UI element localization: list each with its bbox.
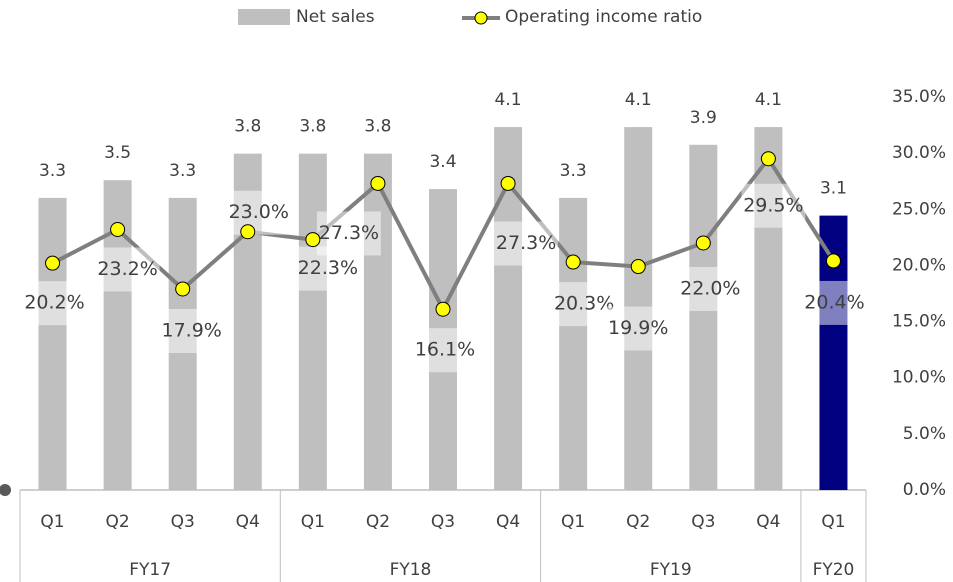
line-marker — [45, 255, 61, 271]
y2-tick-label: 20.0% — [892, 255, 946, 275]
line-value-label: 16.1% — [415, 339, 475, 361]
bar-value-label: 3.3 — [39, 161, 66, 181]
decoration — [0, 484, 11, 496]
group-label: FY18 — [390, 560, 432, 580]
group-label: FY17 — [129, 560, 171, 580]
y2-tick-label: 35.0% — [892, 87, 946, 107]
label-background — [741, 183, 806, 228]
y2-tick-label: 30.0% — [892, 143, 946, 163]
label-background — [606, 306, 671, 351]
line-value-label: 23.2% — [97, 258, 157, 280]
line-value-label: 27.3% — [319, 222, 379, 244]
bar-value-label: 3.8 — [299, 117, 326, 137]
label-background — [494, 221, 559, 266]
label-background — [413, 328, 477, 373]
bar — [363, 153, 392, 490]
bar — [559, 197, 588, 491]
bar-value-label: 3.3 — [169, 161, 196, 181]
bar-value-label: 4.1 — [495, 90, 522, 110]
line-marker — [630, 259, 646, 275]
x-tick-label: Q3 — [171, 512, 195, 532]
group-label: FY19 — [650, 560, 692, 580]
bar-value-label: 4.1 — [625, 90, 652, 110]
line-value-label: 29.5% — [743, 194, 803, 216]
label-background — [552, 282, 617, 327]
line-marker — [110, 221, 126, 237]
label-background — [22, 281, 87, 326]
bar-value-label: 3.1 — [820, 179, 847, 199]
bar — [298, 153, 327, 490]
x-tick-label: Q2 — [366, 512, 390, 532]
y2-tick-label: 15.0% — [892, 312, 946, 332]
line-value-label: 20.4% — [804, 291, 864, 313]
label-background — [678, 266, 743, 311]
label-background — [802, 280, 867, 325]
y2-tick-label: 5.0% — [903, 424, 946, 444]
line-marker — [760, 151, 776, 167]
x-tick-label: Q2 — [626, 512, 650, 532]
legend-label: Operating income ratio — [505, 7, 702, 27]
line-value-label: 27.3% — [496, 232, 556, 254]
line-value-label: 17.9% — [162, 320, 222, 342]
bar-value-label: 3.8 — [234, 117, 261, 137]
line-value-label: 23.0% — [229, 201, 289, 223]
x-tick-label: Q1 — [40, 512, 64, 532]
x-tick-label: Q2 — [106, 512, 130, 532]
label-background — [316, 211, 381, 256]
x-tick-label: Q4 — [236, 512, 260, 532]
x-tick-label: Q1 — [821, 512, 845, 532]
x-tick-label: Q3 — [691, 512, 715, 532]
y2-tick-label: 0.0% — [903, 480, 946, 500]
bar-value-label: 3.3 — [560, 161, 587, 181]
label-background — [95, 247, 160, 292]
legend-marker — [474, 11, 488, 25]
x-tick-label: Q3 — [431, 512, 455, 532]
bar-value-label: 3.5 — [104, 143, 131, 163]
line-marker — [175, 281, 191, 297]
line-marker — [370, 175, 386, 191]
line-value-label: 19.9% — [608, 317, 668, 339]
legend-label: Net sales — [296, 7, 375, 27]
bar-value-label: 4.1 — [755, 90, 782, 110]
x-tick-label: Q4 — [756, 512, 780, 532]
x-tick-label: Q4 — [496, 512, 520, 532]
line-marker — [695, 235, 711, 251]
bar-value-label: 3.8 — [364, 117, 391, 137]
line-marker — [825, 253, 841, 269]
bar — [38, 197, 67, 491]
line-marker — [435, 301, 451, 317]
y2-tick-label: 25.0% — [892, 199, 946, 219]
line-value-label: 22.0% — [680, 277, 740, 299]
bar — [754, 127, 783, 490]
line-value-label: 22.3% — [298, 257, 358, 279]
bar-value-label: 3.9 — [690, 108, 717, 128]
bar — [689, 144, 718, 490]
legend-swatch — [238, 9, 290, 25]
line-marker — [305, 232, 321, 248]
label-background — [226, 190, 291, 235]
x-tick-label: Q1 — [301, 512, 325, 532]
line-marker — [500, 175, 516, 191]
label-background — [159, 309, 224, 354]
group-label: FY20 — [813, 560, 855, 580]
line-value-label: 20.2% — [24, 292, 84, 314]
line-marker — [565, 254, 581, 270]
bar-value-label: 3.4 — [429, 152, 456, 172]
y2-tick-label: 10.0% — [892, 368, 946, 388]
line-value-label: 20.3% — [554, 293, 614, 315]
line-marker — [240, 224, 256, 240]
x-tick-label: Q1 — [561, 512, 585, 532]
